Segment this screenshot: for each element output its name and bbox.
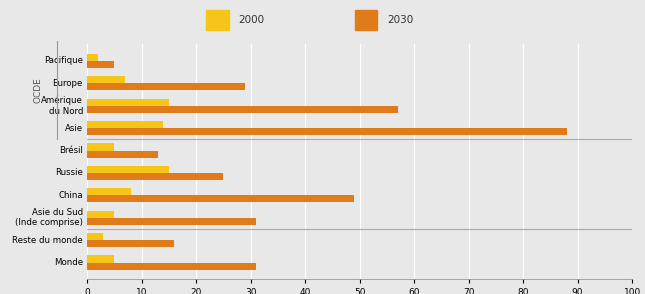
Bar bbox=[87, 218, 256, 225]
Bar bbox=[87, 76, 125, 83]
Bar bbox=[206, 10, 229, 30]
Bar bbox=[87, 106, 398, 113]
Bar bbox=[87, 54, 98, 61]
Text: 2030: 2030 bbox=[387, 15, 413, 25]
Bar bbox=[87, 211, 114, 218]
Bar bbox=[87, 121, 163, 128]
Bar bbox=[87, 83, 245, 91]
Bar bbox=[87, 188, 131, 195]
Bar bbox=[355, 10, 377, 30]
Bar bbox=[87, 128, 567, 135]
Bar bbox=[87, 143, 114, 151]
Text: 2000: 2000 bbox=[239, 15, 265, 25]
Bar bbox=[87, 173, 223, 180]
Bar bbox=[87, 255, 114, 263]
Text: OCDE: OCDE bbox=[34, 77, 43, 103]
Bar bbox=[87, 166, 169, 173]
Bar bbox=[87, 98, 169, 106]
Bar bbox=[87, 61, 114, 68]
Bar bbox=[87, 240, 174, 247]
Bar bbox=[87, 151, 158, 158]
Bar bbox=[87, 263, 256, 270]
Bar bbox=[87, 233, 103, 240]
Bar bbox=[87, 195, 354, 203]
